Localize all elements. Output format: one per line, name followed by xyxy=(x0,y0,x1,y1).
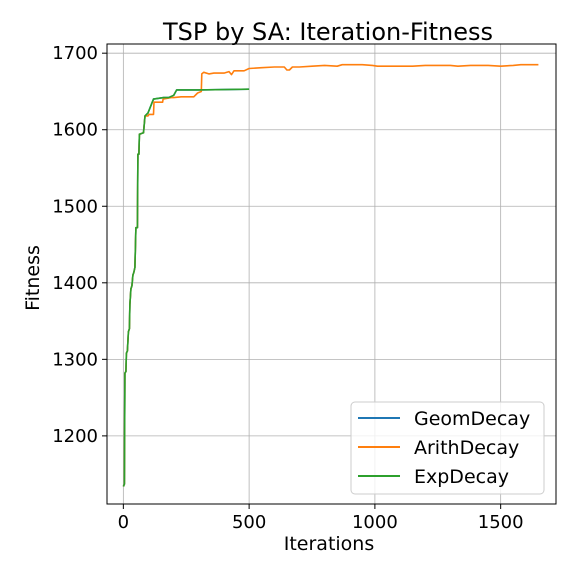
legend-label: GeomDecay xyxy=(414,408,530,430)
series-line-expdecay xyxy=(122,88,250,487)
legend-box xyxy=(350,401,545,495)
y-tick-label: 1500 xyxy=(52,196,98,217)
y-tick-label: 1600 xyxy=(52,120,98,141)
y-tick-label: 1300 xyxy=(52,349,98,370)
legend-label: ArithDecay xyxy=(414,437,519,459)
legend: GeomDecay ArithDecay ExpDecay xyxy=(350,401,545,495)
series-lines xyxy=(122,63,539,487)
y-axis-label: Fitness xyxy=(22,245,44,311)
x-tick-label: 0 xyxy=(118,512,129,533)
series-line-geomdecay xyxy=(122,88,250,487)
x-axis-label: Iterations xyxy=(284,533,375,555)
x-tick-label: 1500 xyxy=(478,512,524,533)
y-tick-label: 1700 xyxy=(52,43,98,64)
plot-frame xyxy=(106,43,557,505)
x-tick-label: 500 xyxy=(232,512,266,533)
grid xyxy=(107,44,556,504)
legend-entries: GeomDecay ArithDecay ExpDecay xyxy=(358,408,530,488)
x-tick-label: 1000 xyxy=(352,512,398,533)
x-ticks: 0 500 1000 1500 xyxy=(118,504,524,533)
legend-label: ExpDecay xyxy=(414,466,509,488)
y-tick-label: 1200 xyxy=(52,426,98,447)
chart-title: TSP by SA: Iteration-Fitness xyxy=(162,18,493,46)
y-tick-label: 1400 xyxy=(52,273,98,294)
y-ticks: 1200 1300 1400 1500 1600 1700 xyxy=(52,43,107,447)
